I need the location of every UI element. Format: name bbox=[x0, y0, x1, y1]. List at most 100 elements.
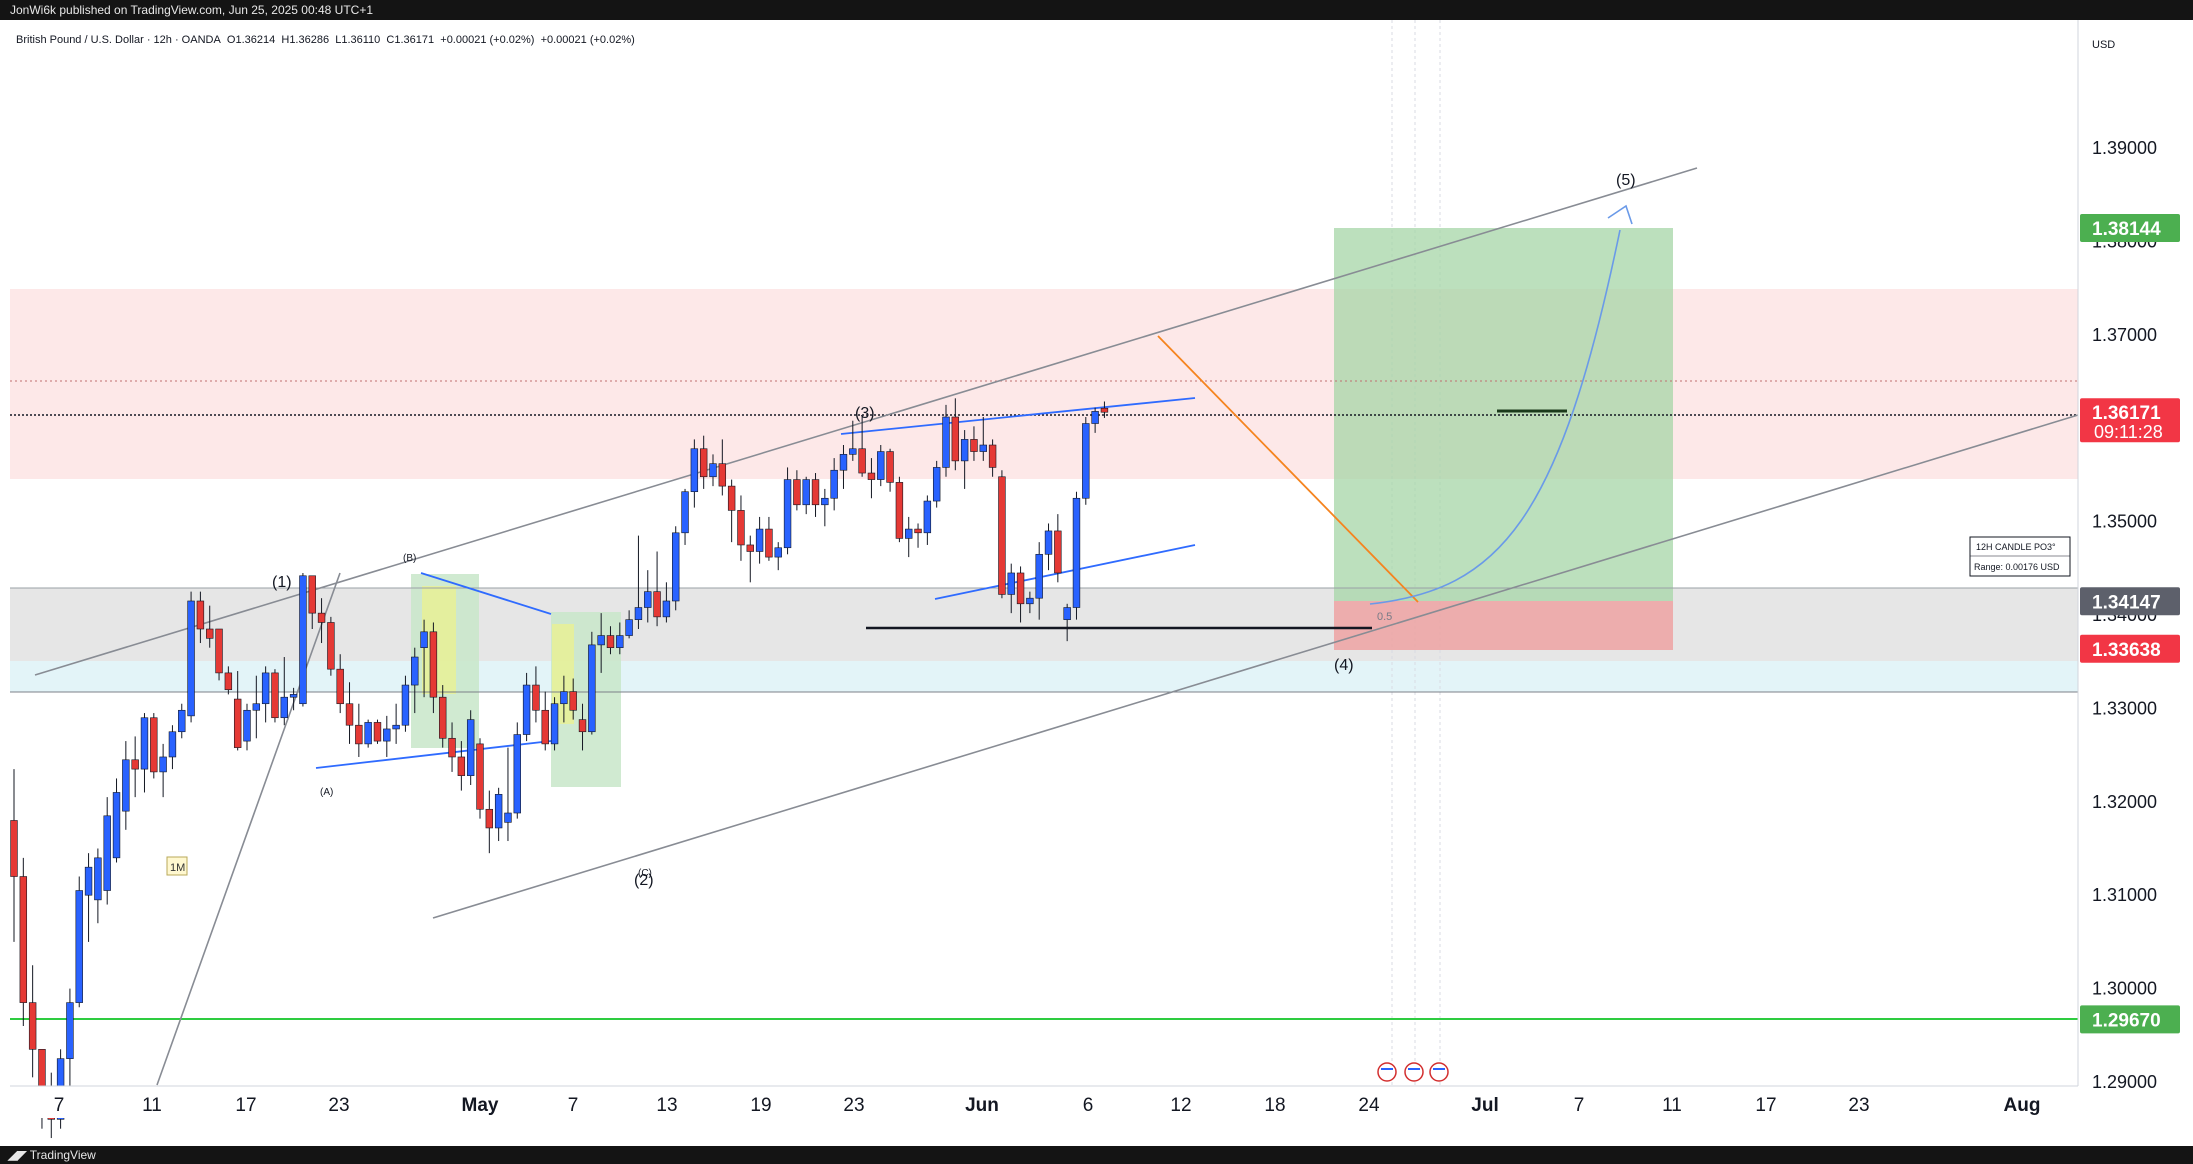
tradingview-logo: ◢◤ bbox=[8, 1148, 30, 1162]
candle bbox=[616, 622, 624, 655]
candle bbox=[625, 610, 633, 639]
timeframe-marker: 1M bbox=[170, 862, 185, 874]
candle bbox=[522, 672, 531, 742]
candle bbox=[1063, 603, 1071, 642]
symbol-legend: British Pound / U.S. Dollar · 12h · OAND… bbox=[16, 34, 635, 46]
info-box bbox=[1969, 536, 2071, 577]
y-tick-label: 1.39000 bbox=[2092, 138, 2157, 158]
candle bbox=[783, 467, 792, 555]
x-tick-label: 7 bbox=[54, 1095, 65, 1116]
x-tick-label: 13 bbox=[656, 1095, 677, 1116]
candle bbox=[839, 445, 848, 489]
high-value: H1.36286 bbox=[281, 34, 330, 46]
candle bbox=[811, 473, 820, 517]
candle bbox=[66, 988, 74, 1092]
candle bbox=[513, 722, 521, 819]
wave-3-label: (3) bbox=[855, 405, 875, 422]
candle bbox=[1016, 566, 1025, 623]
x-tick-label: 23 bbox=[328, 1095, 349, 1116]
low-value: L1.36110 bbox=[335, 34, 381, 46]
candles bbox=[10, 398, 1109, 1139]
flag-icon[interactable] bbox=[1429, 1062, 1449, 1082]
candle bbox=[718, 439, 727, 496]
candle bbox=[485, 790, 494, 854]
candle bbox=[336, 654, 344, 714]
candle bbox=[942, 404, 950, 477]
candle bbox=[569, 678, 577, 720]
candle bbox=[289, 687, 298, 711]
candle bbox=[998, 470, 1006, 599]
time-axis[interactable] bbox=[10, 1086, 2078, 1118]
candle bbox=[877, 445, 885, 487]
candle bbox=[588, 631, 596, 735]
x-tick-label: 23 bbox=[1848, 1095, 1869, 1116]
wave-1-label: (1) bbox=[272, 574, 292, 591]
candle bbox=[709, 454, 717, 487]
candle bbox=[392, 703, 400, 744]
candle bbox=[1007, 563, 1015, 614]
flag-icon[interactable] bbox=[1404, 1062, 1424, 1082]
tradingview-footer: ◢◤ TradingView bbox=[0, 1146, 2193, 1164]
candle bbox=[988, 439, 997, 477]
candle bbox=[159, 743, 167, 798]
candle bbox=[578, 703, 587, 751]
candle bbox=[429, 622, 438, 714]
price-label-bg bbox=[2080, 1005, 2180, 1034]
candle bbox=[476, 738, 484, 819]
candle bbox=[271, 669, 279, 723]
flag-icon[interactable] bbox=[1377, 1062, 1397, 1082]
candle bbox=[737, 495, 745, 561]
trend-steep bbox=[156, 572, 341, 1086]
candle bbox=[345, 682, 354, 744]
wave-5-label: (5) bbox=[1616, 172, 1636, 189]
x-tick-label: Jun bbox=[965, 1095, 999, 1116]
candle bbox=[951, 398, 960, 471]
candle bbox=[150, 713, 158, 779]
candle bbox=[308, 575, 316, 630]
candle bbox=[1035, 542, 1043, 620]
descending-trendline bbox=[1157, 335, 1419, 603]
candle bbox=[690, 439, 699, 508]
candle bbox=[1026, 591, 1034, 614]
stop-zone bbox=[1334, 601, 1673, 650]
published-header: JonWi6k published on TradingView.com, Ju… bbox=[0, 0, 2193, 20]
candle bbox=[905, 516, 913, 558]
event-flags[interactable] bbox=[1377, 1062, 1449, 1082]
candle bbox=[131, 736, 139, 798]
fib-label: 0.5 bbox=[1377, 611, 1392, 623]
price-label: 1.38144 bbox=[2092, 219, 2161, 240]
candle bbox=[550, 697, 559, 751]
candle bbox=[140, 713, 149, 793]
highlight-box-yellow-2 bbox=[552, 624, 574, 724]
candle bbox=[849, 420, 857, 461]
demand-zone-blue bbox=[10, 661, 2078, 692]
candle bbox=[327, 616, 335, 676]
x-tick-label: 6 bbox=[1083, 1095, 1094, 1116]
candle bbox=[411, 647, 419, 714]
candle bbox=[895, 476, 904, 543]
candle bbox=[1044, 523, 1053, 571]
candle bbox=[75, 876, 83, 1008]
candle bbox=[299, 572, 307, 707]
candle bbox=[960, 430, 969, 489]
candle bbox=[364, 719, 372, 748]
x-tick-label: 19 bbox=[750, 1095, 771, 1116]
x-tick-label: 17 bbox=[235, 1095, 256, 1116]
candle bbox=[19, 857, 28, 1026]
candle bbox=[681, 488, 689, 545]
wave-b-label: (B) bbox=[403, 553, 416, 564]
candle bbox=[401, 675, 410, 732]
change-value: +0.00021 (+0.02%) bbox=[440, 34, 535, 46]
candle bbox=[914, 523, 922, 548]
x-tick-label: 7 bbox=[1574, 1095, 1585, 1116]
x-tick-label: 18 bbox=[1264, 1095, 1285, 1116]
candle bbox=[373, 719, 382, 744]
candle bbox=[653, 551, 661, 627]
price-axis[interactable] bbox=[2078, 20, 2183, 1086]
price-label-bg bbox=[2080, 587, 2180, 616]
candle bbox=[886, 448, 894, 492]
y-tick-label: 1.29000 bbox=[2092, 1072, 2157, 1092]
candle bbox=[103, 797, 111, 905]
